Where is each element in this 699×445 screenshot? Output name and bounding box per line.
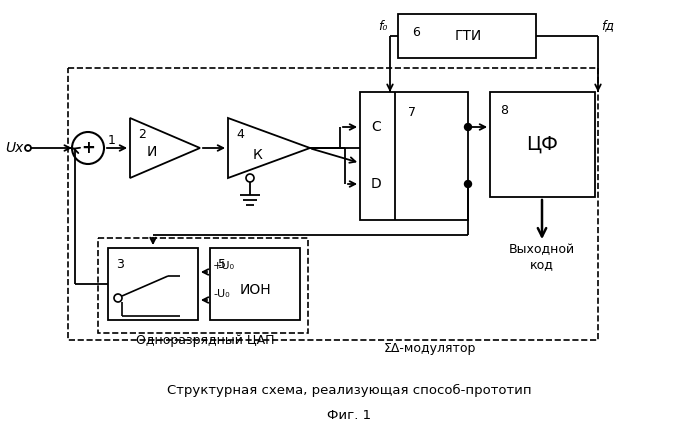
Text: fд: fд [601,20,614,32]
Text: К: К [253,148,263,162]
Circle shape [465,124,472,130]
Bar [360,92,468,220]
Text: ИОН: ИОН [239,283,271,297]
Text: ГТИ: ГТИ [454,29,482,43]
Text: И: И [147,145,157,159]
Text: 2: 2 [138,128,146,141]
Text: Выходной
код: Выходной код [509,243,575,271]
Circle shape [465,181,472,187]
Bar [490,92,595,197]
Text: ΣΔ-модулятор: ΣΔ-модулятор [384,341,476,355]
Text: -U₀: -U₀ [213,289,230,299]
Text: Uх: Uх [5,141,23,155]
Text: 1: 1 [108,134,116,146]
Text: f₀: f₀ [379,20,388,32]
Text: 3: 3 [116,258,124,271]
Text: D: D [370,177,382,191]
Text: 5: 5 [218,258,226,271]
Text: Структурная схема, реализующая способ-прототип: Структурная схема, реализующая способ-пр… [166,384,531,396]
Bar [68,68,598,340]
Bar [98,238,308,333]
Text: Фиг. 1: Фиг. 1 [327,409,371,421]
Text: 4: 4 [236,128,244,141]
Text: Одноразрядный ЦАП: Одноразрядный ЦАП [136,333,274,347]
Text: C: C [371,120,381,134]
Bar [398,14,536,58]
Bar [108,248,198,320]
Text: 7: 7 [408,106,416,119]
Polygon shape [130,118,200,178]
Bar [210,248,300,320]
Text: 8: 8 [500,104,508,117]
Text: ЦФ: ЦФ [526,134,558,154]
Text: +U₀: +U₀ [213,261,235,271]
Text: +: + [81,139,95,157]
Polygon shape [228,118,310,178]
Text: 6: 6 [412,26,420,39]
